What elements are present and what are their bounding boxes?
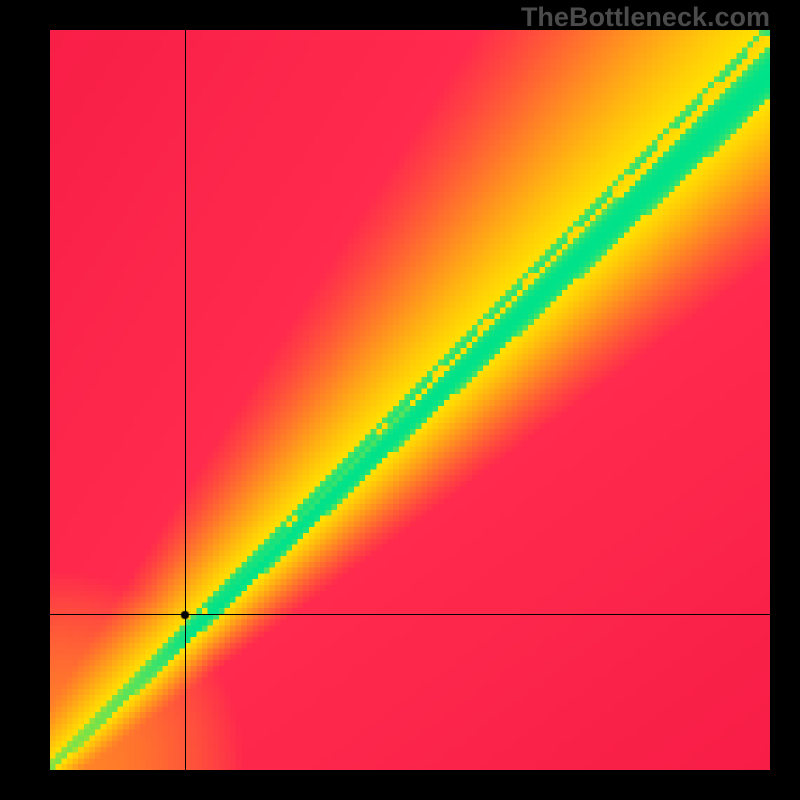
crosshair-vertical bbox=[185, 30, 186, 770]
watermark-text: TheBottleneck.com bbox=[521, 2, 770, 33]
bottleneck-heatmap bbox=[50, 30, 770, 770]
crosshair-horizontal bbox=[50, 614, 770, 615]
chart-root: TheBottleneck.com bbox=[0, 0, 800, 800]
crosshair-point bbox=[180, 610, 190, 620]
